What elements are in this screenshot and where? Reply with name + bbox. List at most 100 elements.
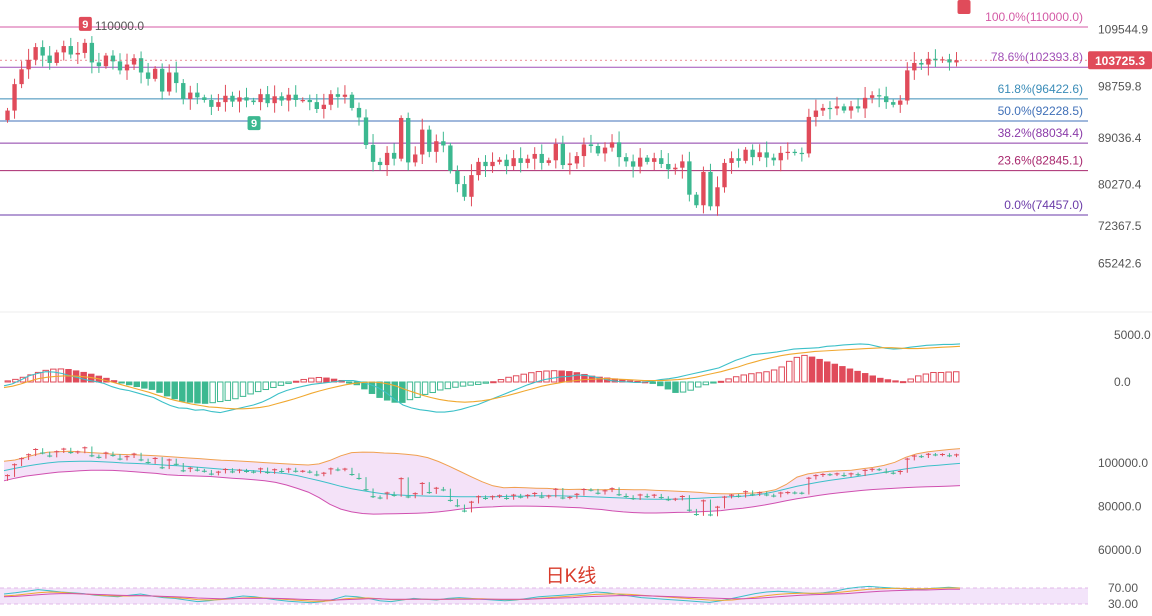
macd-bar (664, 381, 672, 390)
candle-body (645, 157, 650, 162)
macd-bar (839, 366, 846, 383)
macd-bar (163, 381, 171, 397)
candle-body (715, 187, 720, 207)
fib-label: 0.0%(74457.0) (1004, 198, 1083, 212)
macd-bar (19, 376, 27, 383)
macd-y-tick: 5000.0 (1114, 328, 1151, 342)
candle-body (813, 110, 819, 117)
macd-bar (34, 371, 42, 383)
price-panel: 100.0%(110000.0) 78.6%(102393.8) 61.8%(964… (0, 0, 1152, 271)
macd-bar (118, 381, 125, 384)
candle-body (666, 163, 671, 170)
candle-body (293, 94, 298, 100)
macd-bar (679, 381, 687, 393)
candle-body (427, 129, 432, 152)
osc-line (3, 588, 960, 601)
macd-bar (42, 369, 49, 383)
candle-body (237, 97, 242, 102)
candle-body (595, 146, 601, 154)
candle-body (560, 143, 566, 166)
candle-body (131, 58, 137, 65)
candle-body (841, 106, 847, 111)
candle-body (490, 161, 495, 167)
candle-body (792, 151, 797, 154)
macd-bar (444, 381, 452, 390)
candle-body (855, 106, 861, 109)
boll-y-tick: 60000.0 (1098, 543, 1142, 557)
candle-body (342, 94, 348, 97)
candle-body (406, 117, 411, 163)
macd-bar (429, 381, 436, 394)
candle-body (609, 142, 615, 148)
td-marker (957, 0, 971, 14)
candle-body (806, 116, 812, 154)
macd-bar (899, 381, 907, 384)
candle-body (223, 95, 228, 103)
macd-bar (672, 381, 679, 393)
candle-body (869, 95, 875, 98)
price-y-tick: 80270.4 (1098, 177, 1142, 191)
macd-bar (702, 381, 710, 386)
candle-body (574, 156, 580, 164)
macd-bar (292, 380, 300, 383)
macd-bar (930, 372, 937, 383)
macd-bar (239, 381, 247, 397)
candle-body (349, 94, 355, 108)
candle-body (891, 102, 896, 105)
td-marker (247, 116, 261, 131)
macd-bar (209, 381, 216, 404)
candle-body (448, 145, 453, 171)
macd-bar (125, 381, 133, 386)
candle-body (848, 106, 854, 111)
macd-bar (740, 374, 747, 383)
candle-body (68, 46, 73, 55)
macd-bar (482, 381, 490, 384)
macd-bar (452, 381, 459, 388)
candle-body (434, 141, 439, 152)
candle-body (905, 70, 910, 101)
td-marker-label: 9 (961, 0, 967, 3)
macd-bar (368, 381, 376, 394)
osc-y-tick: 30.00 (1108, 597, 1138, 611)
macd-bar (869, 375, 876, 383)
candle-body (687, 161, 692, 195)
macd-bar (277, 381, 285, 386)
macd-bar (512, 375, 520, 383)
candle-body (89, 42, 95, 63)
candle-body (75, 52, 80, 55)
price-y-tick: 72367.5 (1098, 219, 1142, 233)
macd-bar (406, 381, 414, 401)
candle-body (19, 69, 24, 85)
macd-bar (148, 381, 156, 390)
price-y-tick: 109544.9 (1098, 22, 1148, 36)
candle-body (919, 62, 924, 65)
current-price-tag (1088, 51, 1152, 70)
candle-body (279, 96, 284, 101)
macd-bar (156, 381, 163, 393)
macd-bar (323, 377, 330, 383)
candle-body (145, 72, 151, 79)
macd-bar (710, 381, 717, 384)
macd-bar (717, 380, 725, 383)
macd-bar (945, 371, 952, 383)
candle-body (307, 99, 312, 103)
macd-bar (861, 373, 869, 383)
candle-body (532, 153, 537, 159)
td-marker (78, 16, 92, 31)
candle-body (729, 158, 734, 163)
candle-body (230, 95, 235, 102)
macd-bar (345, 381, 353, 384)
candle-body (940, 59, 945, 61)
candle-body (616, 142, 622, 158)
boll-lower-line (3, 469, 961, 515)
candle-body (623, 157, 629, 162)
fib-label: 78.6%(102393.8) (991, 50, 1083, 64)
candle-body (553, 143, 558, 161)
macd-panel: 5000.0 0.0 (3, 328, 1151, 414)
macd-bar (50, 368, 57, 383)
candle-body (300, 99, 305, 102)
candle-body (441, 141, 446, 146)
macd-bar (793, 356, 801, 383)
oscillator-panel: 70.00 30.00 日K线 (0, 565, 1138, 611)
fib-label: 100.0%(110000.0) (985, 10, 1083, 24)
